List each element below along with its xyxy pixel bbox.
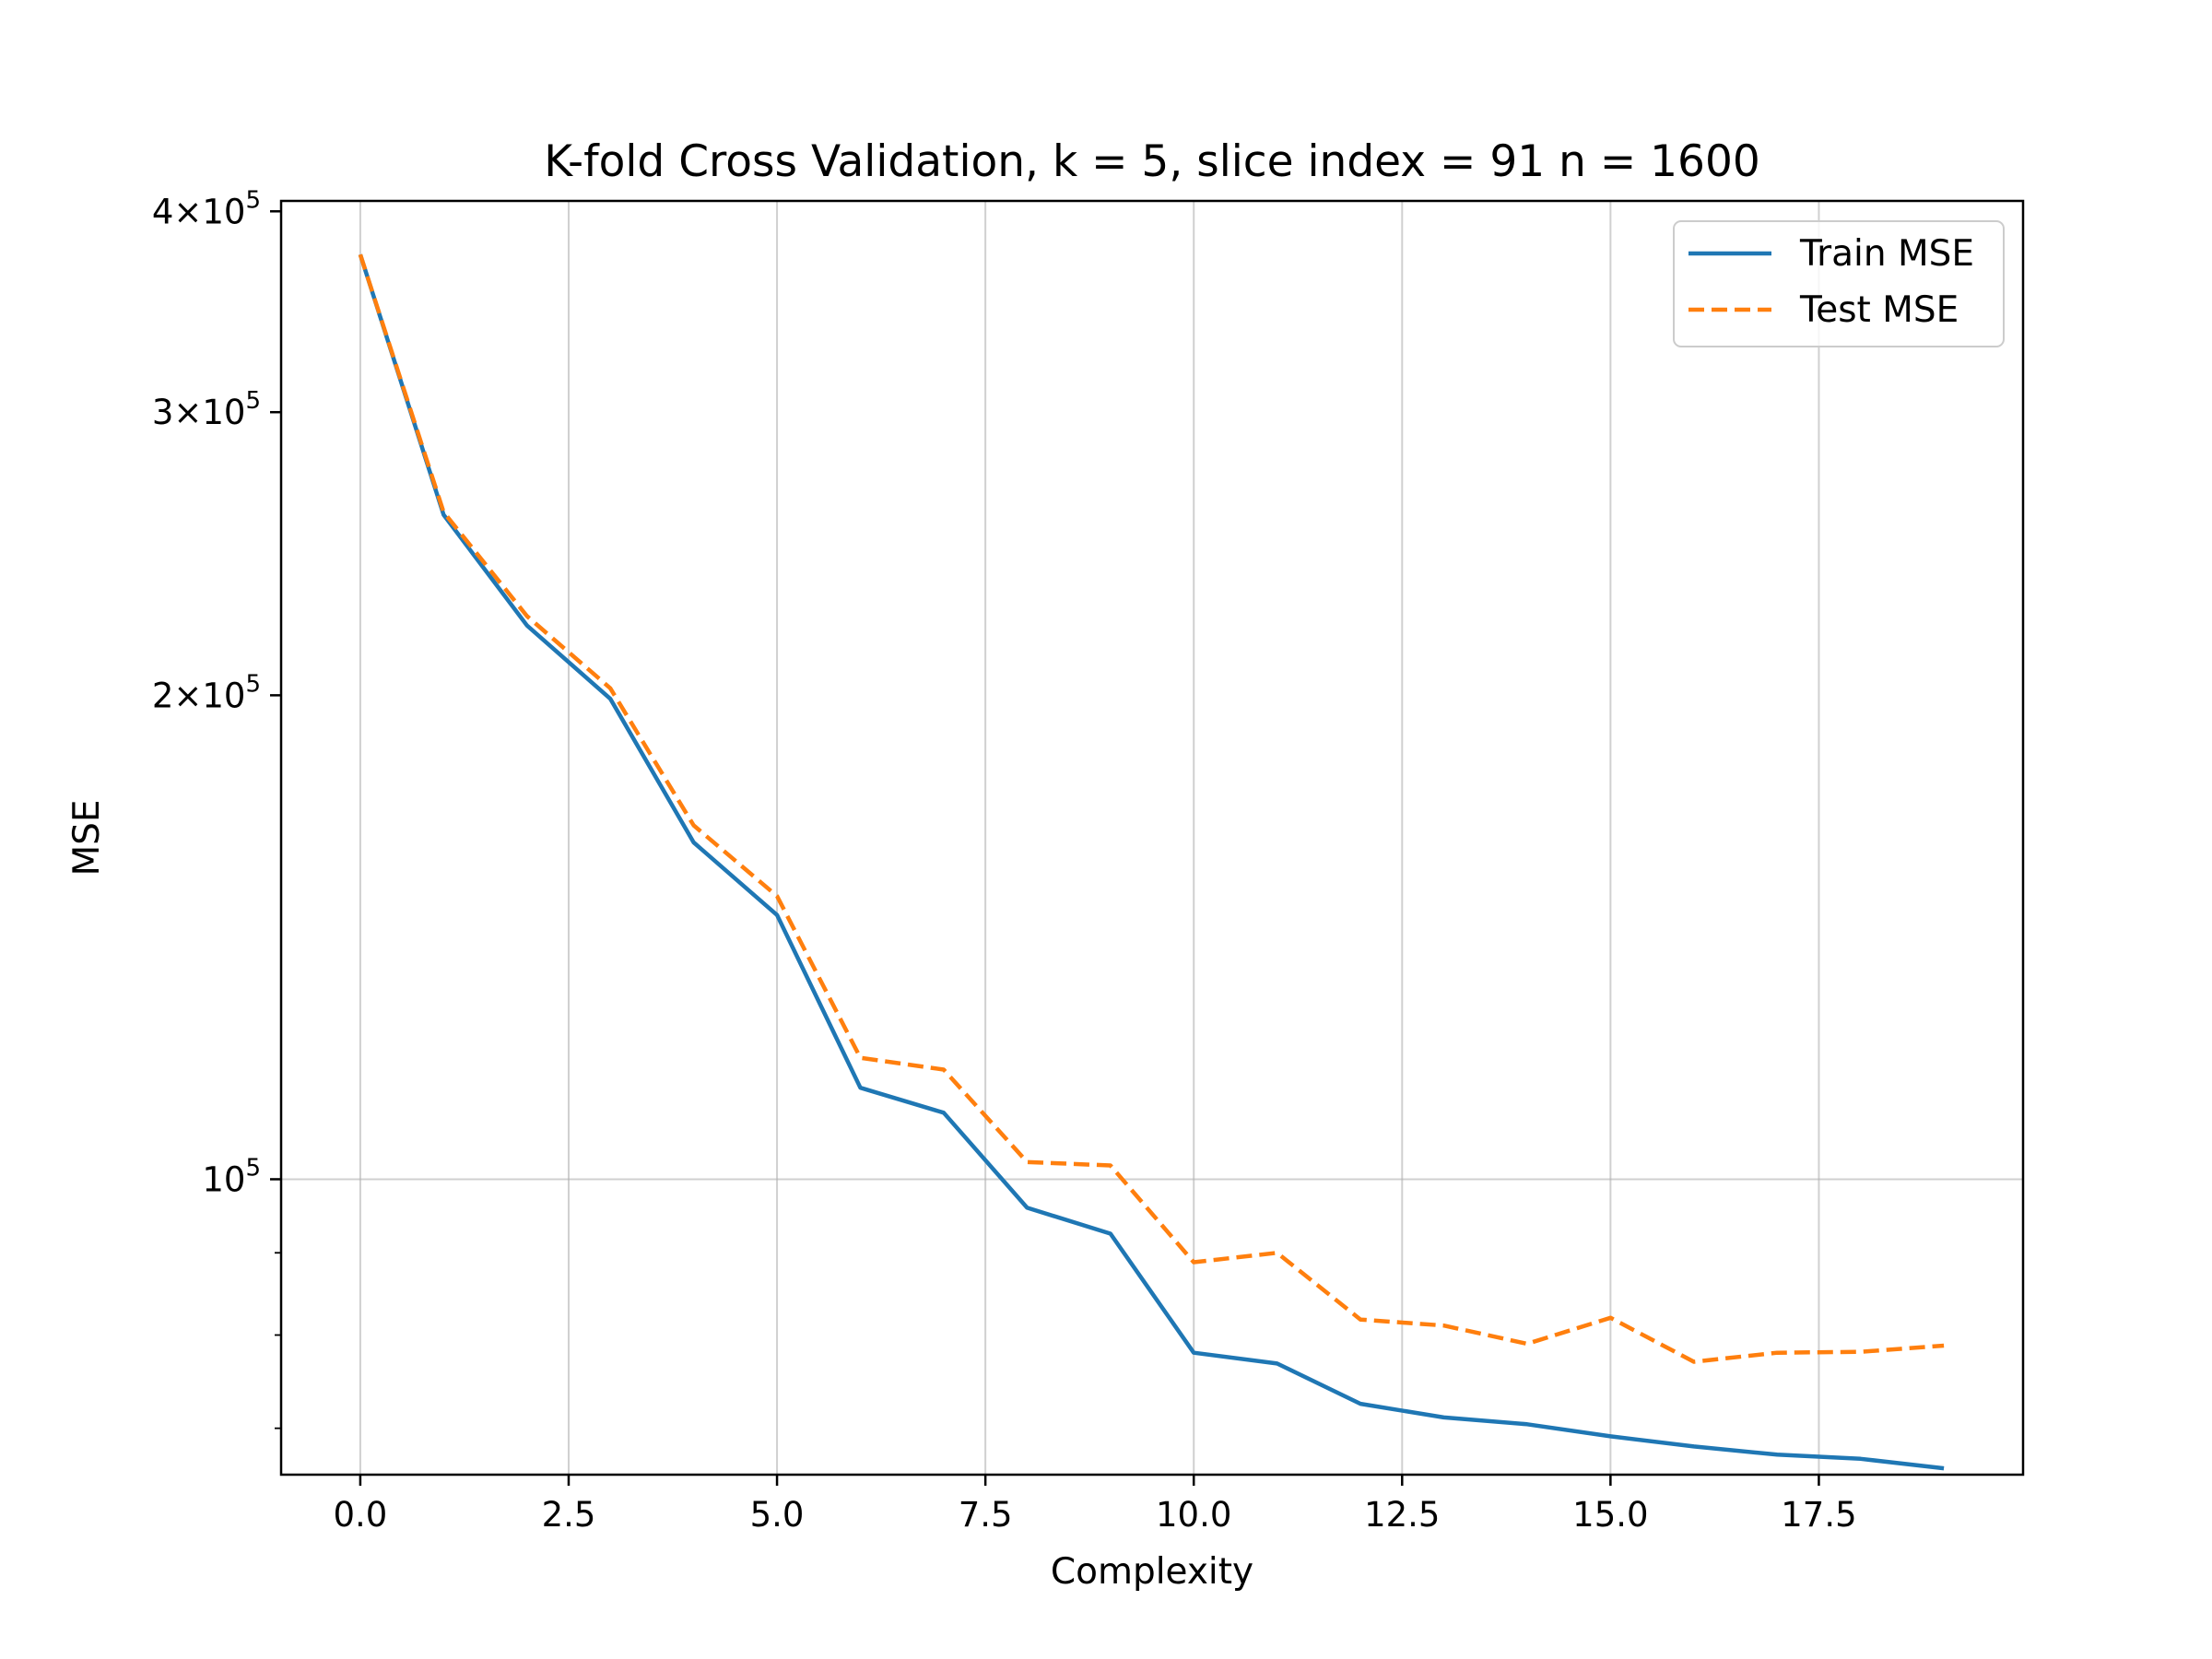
plot-frame — [279, 199, 2025, 1477]
y-tick-label: 3×105 — [152, 387, 261, 432]
y-tick-exponent: 5 — [245, 387, 261, 415]
chart-title: K-fold Cross Validation, k = 5, slice in… — [544, 136, 1760, 187]
legend: Train MSE Test MSE — [1673, 220, 2005, 347]
y-tick-times: ×10 — [173, 676, 245, 715]
x-axis-title: Complexity — [1051, 1551, 1253, 1593]
y-tick-label: 2×105 — [152, 670, 261, 715]
x-tick-label: 5.0 — [750, 1495, 805, 1535]
x-tick-label: 7.5 — [959, 1495, 1013, 1535]
y-tick-exponent: 5 — [245, 670, 261, 698]
legend-label-train-mse: Train MSE — [1799, 233, 1974, 275]
x-tick-label: 17.5 — [1781, 1495, 1856, 1535]
y-tick-times: ×10 — [173, 393, 245, 432]
y-tick-base: 2 — [152, 676, 174, 715]
series-line-test-mse — [358, 253, 1945, 1364]
plot-lines — [358, 253, 1945, 1471]
y-tick-label: 105 — [202, 1154, 261, 1199]
y-tick-base: 3 — [152, 393, 174, 432]
x-tick-label: 12.5 — [1364, 1495, 1440, 1535]
x-tick-label: 10.0 — [1156, 1495, 1231, 1535]
y-tick-exponent: 5 — [245, 186, 261, 214]
x-tick-label: 15.0 — [1572, 1495, 1648, 1535]
legend-label-test-mse: Test MSE — [1799, 289, 1959, 331]
y-tick-base: 4 — [152, 192, 174, 231]
y-tick-ten: 10 — [202, 1159, 245, 1199]
x-axis-ticks: 0.0 2.5 5.0 7.5 10.0 12.5 15.0 17.5 — [333, 1475, 1857, 1535]
y-tick-exponent: 5 — [245, 1154, 261, 1182]
y-tick-label: 4×105 — [152, 186, 261, 231]
x-tick-label: 2.5 — [542, 1495, 596, 1535]
grid — [281, 201, 2023, 1475]
series-line-train-mse — [358, 253, 1945, 1471]
x-tick-label: 0.0 — [333, 1495, 387, 1535]
y-axis-title: MSE — [66, 799, 108, 876]
y-tick-times: ×10 — [173, 192, 245, 231]
